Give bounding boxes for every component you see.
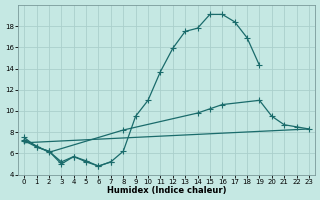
X-axis label: Humidex (Indice chaleur): Humidex (Indice chaleur) bbox=[107, 186, 226, 195]
